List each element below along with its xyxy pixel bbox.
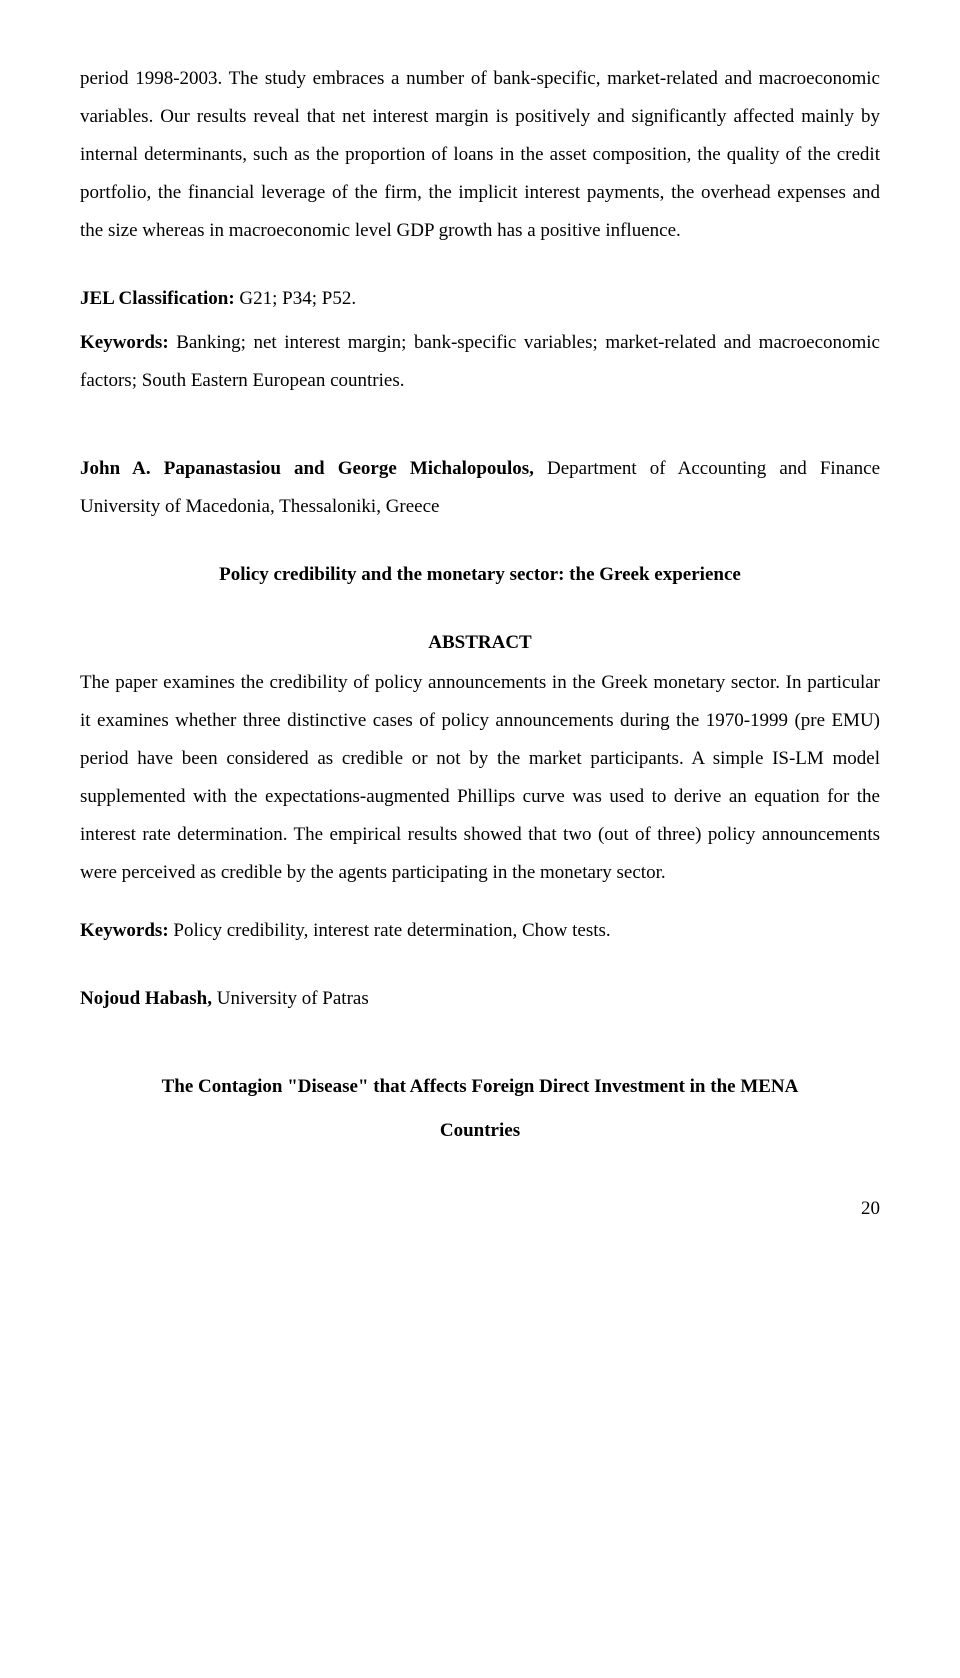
paper-title-1: Policy credibility and the monetary sect… (80, 556, 880, 594)
paper-title-2-line-1: The Contagion "Disease" that Affects For… (80, 1068, 880, 1106)
jel-value: G21; P34; P52. (235, 288, 356, 309)
author-affiliation-2: University of Patras (212, 988, 369, 1009)
keywords-label-1: Keywords: (80, 332, 169, 353)
abstract-text: The paper examines the credibility of po… (80, 664, 880, 892)
keywords-block-2: Keywords: Policy credibility, interest r… (80, 912, 880, 950)
author-name-2: Nojoud Habash, (80, 988, 212, 1009)
keywords-value-2: Policy credibility, interest rate determ… (169, 920, 611, 941)
keywords-block-1: Keywords: Banking; net interest margin; … (80, 324, 880, 400)
paper-title-2-line-2: Countries (80, 1112, 880, 1150)
author-block-1: John A. Papanastasiou and George Michalo… (80, 450, 880, 526)
jel-classification: JEL Classification: G21; P34; P52. (80, 280, 880, 318)
author-block-2: Nojoud Habash, University of Patras (80, 980, 880, 1018)
page-number: 20 (80, 1190, 880, 1228)
abstract-heading: ABSTRACT (80, 624, 880, 662)
jel-label: JEL Classification: (80, 288, 235, 309)
author-name-1: John A. Papanastasiou and George Michalo… (80, 458, 534, 479)
intro-paragraph: period 1998-2003. The study embraces a n… (80, 60, 880, 250)
keywords-value-1: Banking; net interest margin; bank-speci… (80, 332, 880, 391)
keywords-label-2: Keywords: (80, 920, 169, 941)
